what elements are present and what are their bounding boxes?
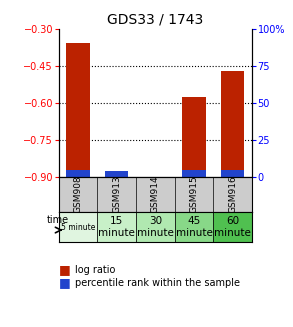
Text: GSM915: GSM915 — [190, 176, 198, 214]
Bar — [97, 212, 136, 242]
Text: percentile rank within the sample: percentile rank within the sample — [75, 278, 240, 288]
Text: 60
minute: 60 minute — [214, 216, 251, 238]
Bar — [182, 170, 206, 177]
Text: log ratio: log ratio — [75, 265, 115, 275]
Bar — [59, 212, 97, 242]
Text: ■: ■ — [59, 276, 70, 289]
Bar — [182, 97, 206, 177]
Bar — [66, 43, 90, 177]
Text: GSM914: GSM914 — [151, 176, 160, 213]
Text: 30
minute: 30 minute — [137, 216, 174, 238]
Bar — [105, 171, 128, 177]
Title: GDS33 / 1743: GDS33 / 1743 — [107, 13, 203, 27]
Bar — [221, 71, 244, 177]
Text: time: time — [47, 215, 69, 225]
Bar — [136, 212, 175, 242]
Text: 15
minute: 15 minute — [98, 216, 135, 238]
Bar — [221, 170, 244, 177]
Bar — [105, 171, 128, 177]
Text: GSM913: GSM913 — [112, 176, 121, 214]
Text: GSM908: GSM908 — [74, 176, 82, 214]
Bar — [66, 170, 90, 177]
Text: GSM916: GSM916 — [228, 176, 237, 214]
Text: 45
minute: 45 minute — [176, 216, 212, 238]
Bar — [213, 212, 252, 242]
Text: ■: ■ — [59, 263, 70, 276]
Bar — [175, 212, 213, 242]
Text: 5 minute: 5 minute — [61, 223, 95, 232]
